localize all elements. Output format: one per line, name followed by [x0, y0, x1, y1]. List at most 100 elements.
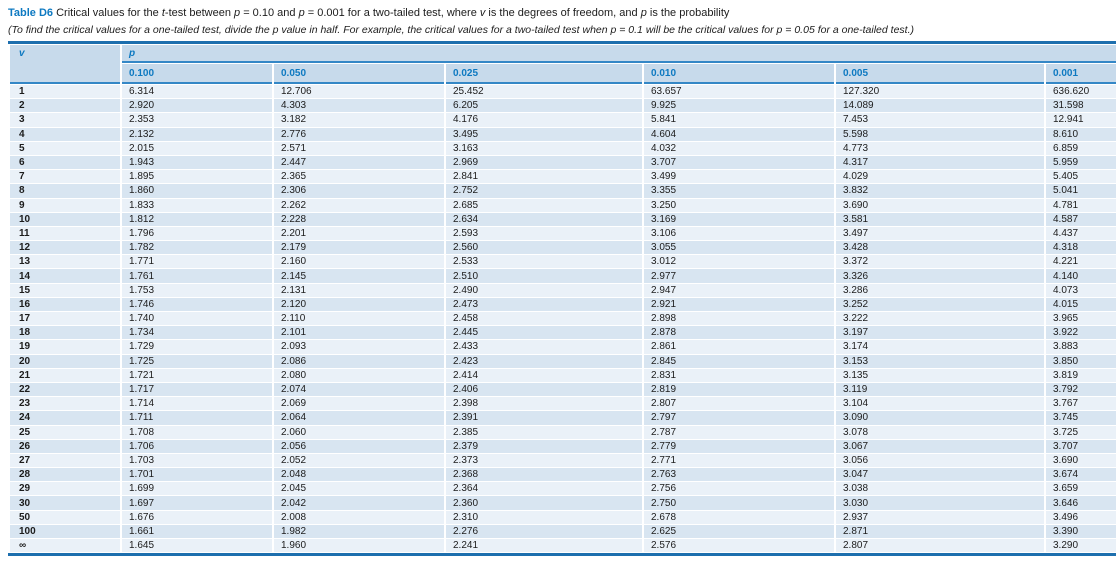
- value-cell: 4.032: [644, 141, 834, 155]
- v-cell: 18: [10, 326, 120, 340]
- v-cell: 24: [10, 411, 120, 425]
- value-cell: 1.782: [122, 241, 272, 255]
- value-cell: 1.729: [122, 340, 272, 354]
- value-cell: 3.659: [1046, 482, 1116, 496]
- p-column-header: 0.001: [1046, 64, 1116, 84]
- value-cell: 2.776: [274, 127, 444, 141]
- table-row: 28 1.701 2.048 2.368 2.763 3.047 3.674: [10, 468, 1116, 482]
- value-cell: 4.073: [1046, 283, 1116, 297]
- table-row: 14 1.761 2.145 2.510 2.977 3.326 4.140: [10, 269, 1116, 283]
- value-cell: 1.943: [122, 155, 272, 170]
- value-cell: 2.771: [644, 453, 834, 468]
- value-cell: 1.860: [122, 184, 272, 198]
- value-cell: 5.959: [1046, 155, 1116, 170]
- v-cell: 6: [10, 155, 120, 170]
- table-row: 19 1.729 2.093 2.433 2.861 3.174 3.883: [10, 340, 1116, 354]
- value-cell: 2.625: [644, 524, 834, 538]
- value-cell: 3.495: [446, 127, 642, 141]
- value-cell: 2.878: [644, 326, 834, 340]
- table-body: 1 6.314 12.706 25.452 63.657 127.320 636.620 2 2…: [10, 85, 1116, 553]
- title-segment: is the probability: [646, 7, 730, 19]
- p-column-header: 0.010: [644, 64, 834, 84]
- table-row: 9 1.833 2.262 2.685 3.250 3.690 4.781: [10, 198, 1116, 212]
- table-row: 24 1.711 2.064 2.391 2.797 3.090 3.745: [10, 411, 1116, 425]
- table-caption: Table D6 Critical values for the t-test …: [8, 6, 1112, 20]
- value-cell: 3.372: [836, 255, 1044, 269]
- value-cell: 3.197: [836, 326, 1044, 340]
- table-row: 8 1.860 2.306 2.752 3.355 3.832 5.041: [10, 184, 1116, 198]
- value-cell: 2.510: [446, 269, 642, 283]
- title-segment: p: [234, 7, 241, 19]
- table-row: 10 1.812 2.228 2.634 3.169 3.581 4.587: [10, 212, 1116, 226]
- value-cell: 3.047: [836, 468, 1044, 482]
- value-cell: 1.697: [122, 496, 272, 510]
- value-cell: 2.052: [274, 453, 444, 468]
- value-cell: 4.029: [836, 170, 1044, 184]
- critical-values-table: v p 0.100 0.050 0.025 0.010 0.005 0.001 …: [8, 41, 1116, 557]
- v-cell: 17: [10, 312, 120, 326]
- value-cell: 2.201: [274, 226, 444, 241]
- value-cell: 2.101: [274, 326, 444, 340]
- v-cell: 3: [10, 113, 120, 127]
- title-segment: t: [161, 7, 165, 19]
- value-cell: 1.796: [122, 226, 272, 241]
- value-cell: 3.922: [1046, 326, 1116, 340]
- value-cell: 2.763: [644, 468, 834, 482]
- value-cell: 6.314: [122, 85, 272, 99]
- value-cell: 1.661: [122, 524, 272, 538]
- value-cell: 3.182: [274, 113, 444, 127]
- value-cell: 4.587: [1046, 212, 1116, 226]
- value-cell: 4.604: [644, 127, 834, 141]
- value-cell: 3.030: [836, 496, 1044, 510]
- value-cell: 2.385: [446, 425, 642, 439]
- value-cell: 4.303: [274, 99, 444, 113]
- table-row: 29 1.699 2.045 2.364 2.756 3.038 3.659: [10, 482, 1116, 496]
- value-cell: 2.093: [274, 340, 444, 354]
- value-cell: 1.711: [122, 411, 272, 425]
- value-cell: 2.750: [644, 496, 834, 510]
- value-cell: 2.074: [274, 382, 444, 397]
- value-cell: 2.937: [836, 510, 1044, 524]
- value-cell: 3.792: [1046, 382, 1116, 397]
- value-cell: 2.797: [644, 411, 834, 425]
- value-cell: 2.831: [644, 368, 834, 382]
- value-cell: 1.676: [122, 510, 272, 524]
- value-cell: 14.089: [836, 99, 1044, 113]
- value-cell: 2.423: [446, 354, 642, 368]
- value-cell: 2.262: [274, 198, 444, 212]
- v-cell: 13: [10, 255, 120, 269]
- v-cell: 15: [10, 283, 120, 297]
- v-cell: 26: [10, 439, 120, 453]
- value-cell: 4.176: [446, 113, 642, 127]
- value-cell: 2.080: [274, 368, 444, 382]
- v-cell: 5: [10, 141, 120, 155]
- table-row: 15 1.753 2.131 2.490 2.947 3.286 4.073: [10, 283, 1116, 297]
- value-cell: 2.593: [446, 226, 642, 241]
- value-cell: 3.355: [644, 184, 834, 198]
- value-cell: 2.391: [446, 411, 642, 425]
- value-cell: 1.703: [122, 453, 272, 468]
- value-cell: 2.132: [122, 127, 272, 141]
- value-cell: 3.690: [836, 198, 1044, 212]
- v-cell: 28: [10, 468, 120, 482]
- v-cell: 10: [10, 212, 120, 226]
- value-cell: 2.533: [446, 255, 642, 269]
- value-cell: 3.163: [446, 141, 642, 155]
- value-cell: 1.833: [122, 198, 272, 212]
- table-footnote: (To find the critical values for a one-t…: [8, 24, 914, 36]
- value-cell: 4.773: [836, 141, 1044, 155]
- value-cell: 1.717: [122, 382, 272, 397]
- value-cell: 3.090: [836, 411, 1044, 425]
- value-cell: 3.499: [644, 170, 834, 184]
- value-cell: 3.250: [644, 198, 834, 212]
- value-cell: 2.241: [446, 539, 642, 553]
- value-cell: 2.921: [644, 297, 834, 311]
- value-cell: 2.064: [274, 411, 444, 425]
- v-cell: 14: [10, 269, 120, 283]
- value-cell: 1.771: [122, 255, 272, 269]
- value-cell: 2.353: [122, 113, 272, 127]
- value-cell: 4.781: [1046, 198, 1116, 212]
- value-cell: 1.714: [122, 397, 272, 411]
- value-cell: 2.871: [836, 524, 1044, 538]
- value-cell: 3.725: [1046, 425, 1116, 439]
